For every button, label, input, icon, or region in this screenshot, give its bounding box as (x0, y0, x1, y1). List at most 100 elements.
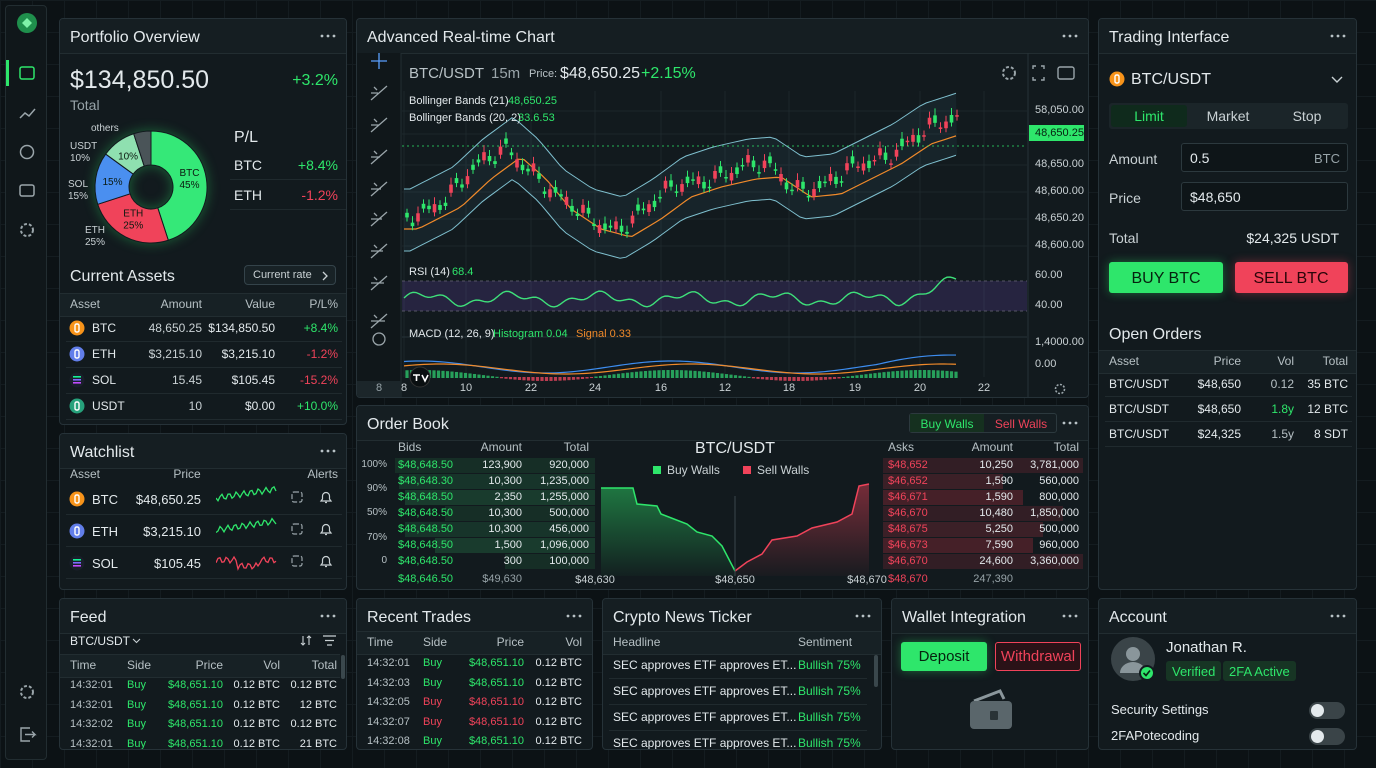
toggle-sell[interactable]: Sell Walls (994, 417, 1048, 431)
sort-icon (300, 635, 312, 646)
depth-level: 50% (366, 507, 387, 518)
headline[interactable]: SEC approves ETF approves ET... (613, 658, 797, 672)
column-header: Total (563, 440, 589, 454)
current-rate-button[interactable]: Current rate (244, 265, 336, 285)
macd-bar (778, 377, 783, 381)
row-divider (1105, 396, 1352, 397)
coin-glyph (74, 494, 80, 504)
settings-icon (1002, 66, 1016, 80)
candle-body (746, 155, 750, 163)
alert-icons (291, 555, 333, 568)
pl-asset: ETH (234, 187, 262, 203)
column-header: Alerts (307, 467, 338, 481)
order-cell: 1.8y (1271, 402, 1294, 416)
toggle-switch[interactable] (1309, 702, 1345, 719)
headline[interactable]: SEC approves ETF approves ET... (613, 684, 797, 698)
candle-body (773, 169, 778, 171)
macd-bar (837, 377, 841, 379)
input-field[interactable]: 0.5 BTC (1181, 143, 1348, 172)
column-header: Sentiment (798, 635, 853, 649)
active-tab[interactable] (1111, 105, 1187, 127)
chart-interval: 15m (491, 65, 521, 82)
buy-button[interactable]: BUY BTC (1109, 262, 1223, 293)
candle-body (586, 207, 591, 214)
chart-panel: Advanced Real-time Chart 8 BTC/USDT 15m Pric… (356, 18, 1089, 398)
deposit-label[interactable]: Deposit (918, 648, 970, 665)
dot (1062, 421, 1066, 425)
coin (69, 491, 85, 507)
candle-body (850, 156, 855, 164)
sell-button[interactable]: SELL BTC (1235, 262, 1348, 293)
sol-stripe (73, 382, 81, 384)
sparkline (216, 517, 277, 534)
feed-cell: 0.12 BTC (233, 718, 280, 730)
candle-body (454, 178, 459, 184)
dot (332, 34, 336, 38)
chevron (132, 638, 141, 644)
bid-depth (395, 458, 595, 473)
tool-icon (370, 149, 388, 165)
trade-cell: 14:32:07 (367, 715, 410, 728)
coin-glyph (1114, 74, 1120, 84)
deposit-button[interactable]: Deposit (901, 642, 987, 671)
pl-value: -1.2% (301, 187, 338, 203)
current-price-tag (1029, 125, 1084, 141)
candle-body (889, 163, 893, 165)
setting-label: 2FAPotecoding (1111, 728, 1200, 743)
dot (332, 449, 336, 453)
dot (855, 614, 859, 618)
order-cell: $24,325 (1197, 427, 1241, 441)
feed-cell: 14:32:02 (70, 718, 113, 730)
buy-label[interactable]: BUY BTC (1131, 270, 1201, 287)
trade-cell: Buy (423, 676, 442, 689)
input-field[interactable]: $48,650 (1181, 182, 1348, 211)
row-divider (66, 546, 342, 547)
rsi-line (403, 276, 957, 308)
coin-icon (69, 346, 85, 362)
order-tab[interactable]: Market (1206, 108, 1250, 124)
sell-label[interactable]: SELL BTC (1253, 270, 1329, 287)
candle-body (779, 174, 783, 182)
badge-label: Verified (1172, 664, 1216, 679)
rsi-value: 68.4 (452, 266, 474, 278)
toggle-buy[interactable]: Buy Walls (920, 417, 974, 431)
candle-body (443, 202, 448, 207)
macd-bar (738, 375, 742, 378)
macd-bar (535, 377, 540, 381)
panel-title: Account (1109, 609, 1167, 626)
macd-bar (936, 370, 940, 378)
order-tab[interactable]: Limit (1134, 108, 1164, 124)
dot (566, 614, 570, 618)
candle-body (795, 180, 800, 188)
more-menu (1062, 34, 1078, 38)
order-tab[interactable]: Stop (1292, 108, 1322, 124)
candle-body (894, 149, 899, 157)
chevron-path (322, 271, 328, 281)
candle-body (669, 180, 673, 187)
candle-body (559, 194, 563, 197)
feed-pair[interactable]: BTC/USDT (70, 634, 130, 648)
tool-icon (370, 181, 388, 197)
row-divider (66, 419, 342, 420)
pie-label-value: 45% (180, 180, 200, 191)
pie-outer-name: SOL (68, 179, 89, 190)
candle-body (570, 205, 574, 212)
withdrawal-label[interactable]: Withdrawal (1000, 648, 1076, 665)
macd-bar (756, 377, 760, 379)
x-tick-label: 22 (524, 382, 538, 394)
macd-bar (652, 370, 657, 378)
panel-title: Trading Interface (1109, 29, 1230, 46)
ask-cell: $48,652 (888, 459, 928, 471)
candle-body (658, 196, 662, 199)
table-header (60, 293, 346, 317)
total-value: $24,325 USDT (1246, 230, 1339, 246)
headline[interactable]: SEC approves ETF approves ET... (613, 736, 797, 750)
headline[interactable]: SEC approves ETF approves ET... (613, 710, 797, 724)
wall-toggle[interactable]: Buy Walls Sell Walls (909, 413, 1057, 433)
macd-bar (873, 373, 877, 378)
withdrawal-button[interactable]: Withdrawal (995, 642, 1081, 671)
nav-history (19, 144, 35, 160)
toggle-switch[interactable] (1309, 728, 1345, 745)
badge-label: 2FA Active (1229, 664, 1290, 679)
depth-x-label: $48,630 (575, 574, 615, 586)
